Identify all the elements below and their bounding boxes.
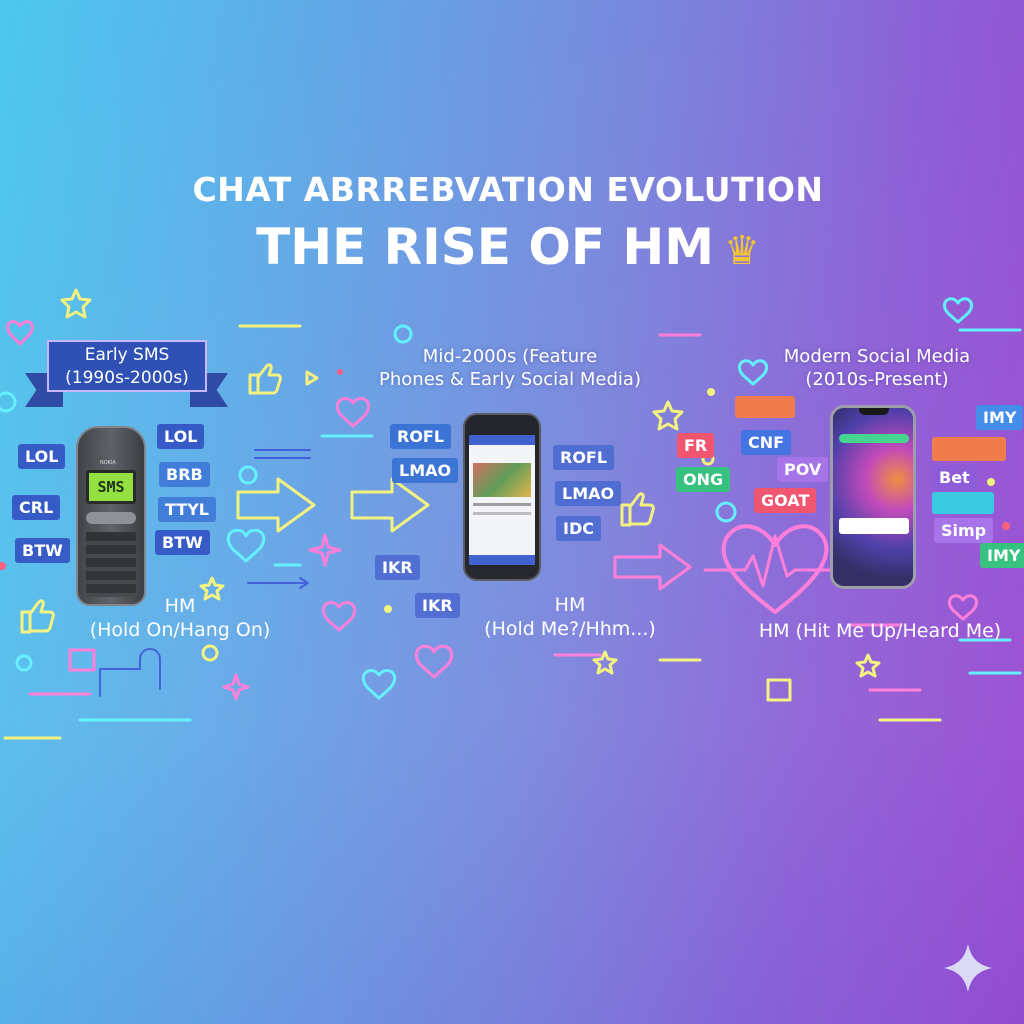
hm-caption-early: HM (Hold On/Hang On)	[80, 594, 280, 642]
heart-icon	[737, 359, 769, 386]
square-icon	[68, 648, 96, 672]
keypad	[86, 532, 136, 597]
era-label-line2: (1990s-2000s)	[65, 368, 189, 388]
star-icon	[199, 576, 225, 601]
star-icon	[592, 650, 618, 675]
thumbs-up-icon	[20, 599, 55, 634]
chat-bubble: Simp	[934, 518, 994, 543]
chat-bubble: GOAT	[754, 488, 817, 513]
chat-bubble: CRL	[12, 495, 61, 520]
era-label-line1: Early SMS	[84, 345, 170, 365]
modern-smartphone	[830, 405, 916, 589]
square-icon	[766, 678, 792, 702]
heart-icon	[947, 594, 979, 621]
star-icon	[855, 653, 881, 678]
chat-bubble: IMY	[976, 405, 1024, 430]
chat-bubble: IDC	[556, 516, 601, 541]
chat-bubble: BTW	[15, 538, 70, 563]
star-icon	[652, 400, 684, 431]
era-label-line1: Modern Social Media	[783, 346, 971, 367]
title-line-1: CHAT ABRREBVATION EVOLUTION	[192, 170, 824, 209]
chat-bubble-illegible	[735, 396, 795, 418]
chat-bubble: BTW	[155, 530, 210, 555]
play-icon	[305, 370, 319, 386]
thumbs-up-icon	[248, 363, 282, 395]
chat-bubble: LMAO	[392, 458, 459, 483]
era-label-mid-2000s: Mid-2000s (Feature Phones & Early Social…	[360, 345, 660, 391]
title-line-2: THE RISE OF HM	[256, 218, 714, 276]
chat-bubble-illegible	[932, 437, 1006, 461]
chat-bubble: TTYL	[158, 497, 216, 522]
heart-icon	[321, 601, 357, 632]
chat-bubble: IKR	[375, 555, 420, 580]
heart-icon	[414, 644, 454, 679]
chat-bubble: CNF	[741, 430, 792, 455]
arrow-right-icon	[350, 477, 430, 533]
heart-icon	[226, 528, 266, 563]
era-label-early-sms: Early SMS (1990s-2000s)	[47, 340, 207, 392]
arrow-right-icon	[613, 543, 692, 591]
heart-icon	[335, 397, 371, 428]
heart-icon	[361, 669, 397, 700]
hm-caption-mid: HM (Hold Me?/Hhm...)	[470, 593, 670, 641]
hm-caption-modern: HM (Hit Me Up/Heard Me)	[740, 619, 1020, 643]
era-label-line2: Phones & Early Social Media)	[379, 369, 641, 390]
chat-bubble: LOL	[157, 424, 205, 449]
phone-screen: SMS	[86, 470, 136, 504]
heartbeat-line	[703, 534, 892, 588]
chat-bubble: IKR	[415, 593, 460, 618]
era-label-line1: Mid-2000s (Feature	[422, 346, 598, 367]
arrow-right-icon	[236, 477, 316, 533]
heart-icon	[942, 297, 974, 324]
chat-bubble: ONG	[676, 467, 731, 492]
sparkle-icon	[308, 533, 342, 567]
chat-bubble: POV	[777, 457, 829, 482]
arrow-right-icon	[247, 577, 309, 589]
star-icon	[60, 288, 92, 319]
era-label-line2: (2010s-Present)	[805, 369, 949, 390]
era-label-modern: Modern Social Media (2010s-Present)	[757, 345, 997, 391]
thumbs-up-icon	[620, 492, 655, 527]
caption-line1: HM (Hit Me Up/Heard Me)	[758, 620, 1002, 642]
crown-icon: ♛	[724, 228, 760, 274]
caption-line2: (Hold On/Hang On)	[89, 619, 271, 641]
caption-line1: HM	[554, 594, 586, 616]
chat-bubble: FR	[677, 433, 715, 458]
chat-bubble: BRB	[159, 462, 210, 487]
nokia-phone: NOKIA SMS	[76, 426, 146, 606]
chat-bubble: Bet	[932, 465, 977, 490]
sparkle-logo-icon	[944, 944, 992, 992]
heartbeat-icon	[721, 524, 829, 614]
chat-bubble: IMY	[980, 543, 1024, 568]
page-title: THE RISE OF HM ♛	[0, 218, 1016, 276]
heart-icon	[6, 320, 34, 346]
sparkle-icon	[222, 673, 250, 701]
chat-bubble: ROFL	[553, 445, 615, 470]
chat-bubble-illegible	[932, 492, 994, 514]
chat-bubble: LOL	[18, 444, 66, 469]
phone-brand: NOKIA	[100, 460, 116, 466]
caption-line2: (Hold Me?/Hhm...)	[484, 618, 656, 640]
smartphone	[463, 413, 541, 581]
chat-bubble: LMAO	[555, 481, 622, 506]
caption-line1: HM	[164, 595, 196, 617]
chat-bubble: ROFL	[390, 424, 452, 449]
